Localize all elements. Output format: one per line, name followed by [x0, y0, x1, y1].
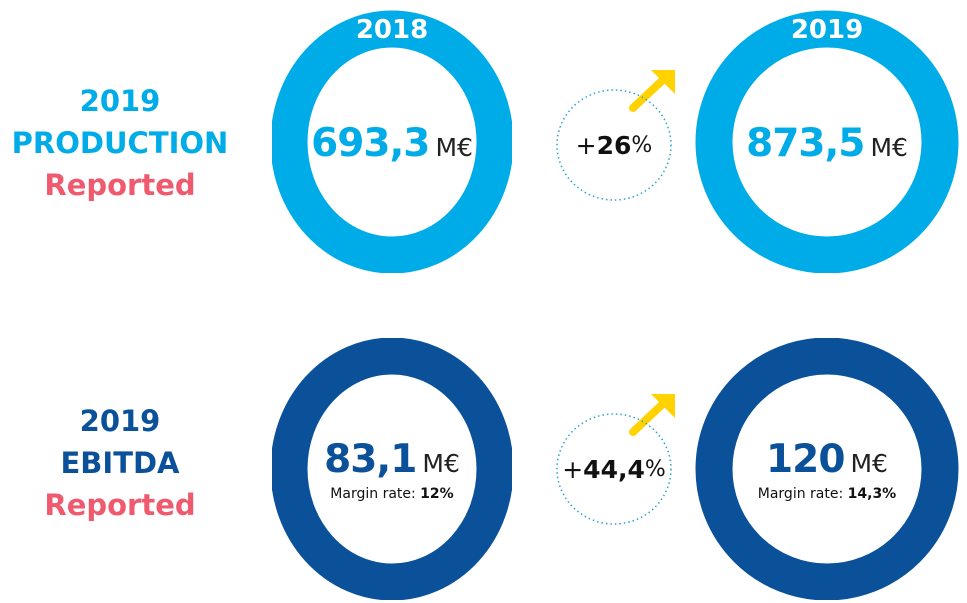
ebitda-2018-margin: Margin rate: 12% — [330, 486, 453, 502]
production-change-value: 26 — [596, 130, 632, 160]
production-2018-unit: M€ — [435, 132, 473, 162]
ebitda-2019-unit: M€ — [850, 448, 888, 478]
ebitda-2019-margin: Margin rate: 14,3% — [758, 486, 896, 502]
ebitda-change-value: 44,4 — [583, 454, 645, 484]
production-2019-year: 2019 — [790, 15, 864, 45]
production-2018-value: 693,3 — [311, 120, 430, 166]
ebitda-2018-ring-shape — [272, 338, 512, 600]
production-2019-value: 873,5 — [746, 120, 865, 166]
production-2019-unit: M€ — [870, 132, 908, 162]
production-2018-year: 2018 — [355, 15, 429, 45]
ebitda-2018-unit: M€ — [422, 448, 460, 478]
ebitda-2019-ring: 120 M€ Margin rate: 14,3% — [693, 338, 961, 600]
ebitda-change-arrow — [629, 394, 675, 436]
ebitda-2018-ring: 83,1 M€ Margin rate: 12% — [272, 338, 512, 600]
ebitda-2018-margin-label: Margin rate: — [330, 485, 421, 502]
ebitda-change-dotted-ring — [556, 413, 672, 525]
ebitda-2018-margin-value: 12% — [420, 485, 454, 502]
ebitda-label-year: 2019 — [79, 404, 161, 438]
production-change-circle: + 26 % — [553, 86, 675, 204]
ebitda-2019-margin-value: 14,3% — [847, 485, 897, 502]
production-label-name: PRODUCTION — [11, 126, 229, 160]
production-change-sign: + — [575, 130, 597, 160]
ebitda-label: 2019 EBITDA Reported — [0, 400, 240, 526]
production-2019-ring: 2019 873,5 M€ — [693, 3, 961, 273]
ebitda-label-name: EBITDA — [60, 446, 180, 480]
production-change-arrow — [629, 70, 675, 112]
production-2018-ring: 2018 693,3 M€ — [272, 3, 512, 273]
ebitda-2019-margin-label: Margin rate: — [757, 485, 848, 502]
ebitda-label-status: Reported — [44, 488, 196, 522]
ebitda-change-circle: + 44,4 % — [553, 410, 675, 528]
production-label-year: 2019 — [79, 84, 161, 118]
production-label-status: Reported — [44, 168, 196, 202]
production-2018-ring-shape — [272, 10, 512, 273]
production-change-dotted-ring — [556, 89, 672, 201]
ebitda-2018-value: 83,1 — [324, 436, 417, 482]
ebitda-2019-ring-shape — [695, 338, 959, 600]
ebitda-change-sign: + — [562, 454, 584, 484]
production-2019-ring-shape — [695, 10, 959, 273]
ebitda-2019-value: 120 — [766, 436, 845, 482]
production-label: 2019 PRODUCTION Reported — [0, 80, 240, 206]
production-change-symbol: % — [631, 132, 653, 158]
ebitda-change-symbol: % — [644, 456, 666, 482]
